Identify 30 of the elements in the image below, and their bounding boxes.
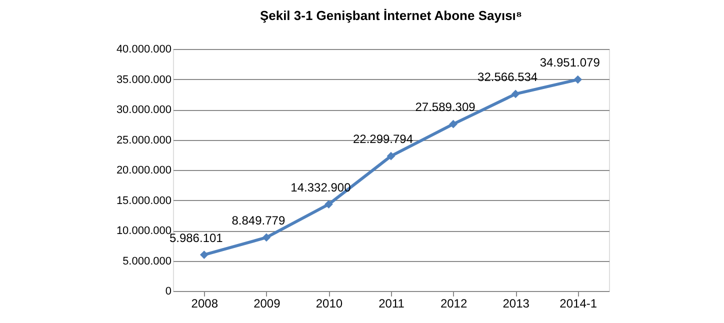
point [324, 200, 333, 208]
x-tick-label: 2014-1 [560, 296, 598, 310]
y-tick-label: 35.000.000 [116, 74, 172, 86]
y-tick-label: 40.000.000 [116, 44, 172, 56]
point [200, 250, 208, 259]
y-tick-label: 0 [165, 286, 172, 298]
point [511, 90, 520, 98]
data-label: 27.589.309 [415, 100, 476, 114]
data-label: 34.951.079 [540, 56, 600, 70]
point [386, 152, 396, 160]
data-label: 32.566.534 [478, 70, 538, 84]
x-tick-label: 2012 [440, 296, 468, 310]
x-tick-label: 2008 [191, 296, 218, 310]
y-tick-label: 30.000.000 [116, 104, 172, 116]
x-tick-label: 2011 [378, 296, 405, 310]
y-tick-label: 20.000.000 [116, 164, 172, 176]
data-label: 8.849.779 [232, 213, 286, 228]
y-tick-label: 5.000.000 [122, 255, 172, 268]
data-label: 22.299.794 [352, 132, 414, 146]
y-tick-label: 15.000.000 [116, 194, 172, 207]
point [449, 120, 458, 128]
x-tick-label: 2009 [254, 296, 281, 310]
x-tick-label: 2010 [316, 296, 343, 310]
point [262, 233, 271, 242]
y-tick-label: 25.000.000 [116, 134, 172, 146]
y-tick-label: 10.000.000 [116, 225, 172, 237]
x-tick-label: 2013 [502, 296, 530, 310]
point [574, 75, 582, 84]
data-label: 14.332.900 [290, 180, 352, 194]
chart-title: Şekil 3-1 Genişbant İnternet Abone Sayısı⁸ [260, 8, 522, 23]
